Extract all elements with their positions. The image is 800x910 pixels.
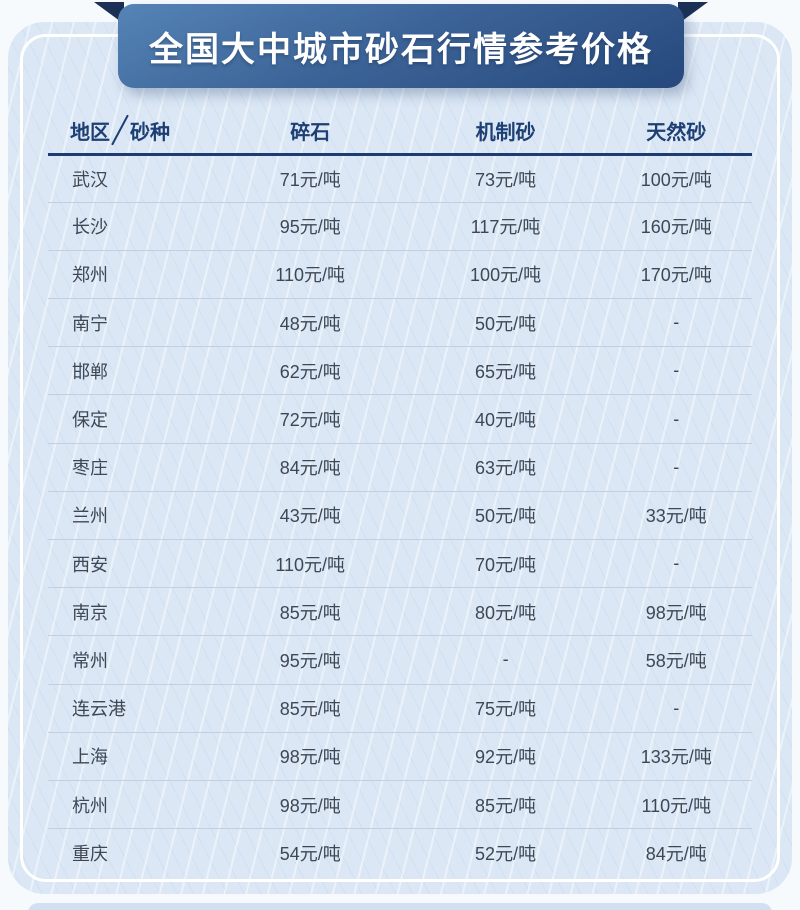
machine-made-sand-cell: 80元/吨: [410, 587, 601, 636]
city-cell: 连云港: [48, 683, 210, 733]
table-row: 上海 98元/吨 92元/吨 133元/吨: [48, 731, 752, 781]
natural-sand-cell: 84元/吨: [600, 828, 752, 877]
table-row: 武汉 71元/吨 73元/吨 100元/吨: [48, 154, 752, 202]
table-row: 郑州 110元/吨 100元/吨 170元/吨: [48, 249, 752, 299]
header-region-sandtype: 地区 砂种: [48, 108, 210, 156]
crushed-stone-cell: 95元/吨: [209, 635, 411, 685]
city-cell: 枣庄: [48, 442, 210, 492]
city-cell: 南宁: [48, 298, 210, 347]
price-table-container: 地区 砂种 碎石 机制砂 天然砂 武汉 71元/吨 73元/吨 100元/吨 长…: [48, 108, 752, 877]
table-row: 长沙 95元/吨 117元/吨 160元/吨: [48, 201, 752, 251]
price-table-body: 武汉 71元/吨 73元/吨 100元/吨 长沙 95元/吨 117元/吨 16…: [48, 154, 752, 877]
crushed-stone-cell: 98元/吨: [209, 779, 411, 829]
table-row: 枣庄 84元/吨 63元/吨 -: [48, 442, 752, 492]
natural-sand-cell: 100元/吨: [640, 169, 712, 190]
header-crushed-stone: 碎石: [209, 108, 411, 156]
natural-sand-cell: 58元/吨: [600, 635, 752, 685]
table-row: 西安 110元/吨 70元/吨 -: [48, 538, 752, 588]
crushed-stone-cell: 95元/吨: [209, 201, 411, 251]
sand-type-header-label: 砂种: [130, 121, 170, 144]
machine-made-sand-cell: 75元/吨: [410, 683, 601, 733]
crushed-stone-cell: 98元/吨: [209, 731, 411, 781]
crushed-stone-cell: 85元/吨: [209, 587, 411, 636]
crushed-stone-cell: 84元/吨: [209, 442, 411, 492]
crushed-stone-cell: 85元/吨: [209, 683, 411, 733]
machine-made-sand-cell: 85元/吨: [410, 779, 601, 829]
crushed-stone-cell: 110元/吨: [209, 249, 411, 299]
city-cell: 邯郸: [48, 346, 210, 395]
crushed-stone-cell: 71元/吨: [279, 169, 341, 190]
table-row: 连云港 85元/吨 75元/吨 -: [48, 683, 752, 733]
crushed-stone-cell: 72元/吨: [209, 394, 411, 444]
next-card-top-edge: [28, 903, 772, 910]
machine-made-sand-cell: 50元/吨: [410, 298, 601, 347]
natural-sand-cell: -: [600, 346, 752, 395]
crushed-stone-cell: 43元/吨: [209, 490, 411, 540]
natural-sand-cell: 33元/吨: [600, 490, 752, 540]
city-cell: 兰州: [48, 490, 210, 540]
machine-made-sand-cell: 117元/吨: [410, 201, 601, 251]
machine-made-sand-cell: 52元/吨: [410, 828, 601, 877]
table-row: 常州 95元/吨 - 58元/吨: [48, 635, 752, 685]
diagonal-divider-line: [111, 114, 129, 146]
machine-made-sand-cell: 73元/吨: [475, 169, 537, 190]
city-cell: 保定: [48, 394, 210, 444]
crushed-stone-cell: 110元/吨: [209, 538, 411, 588]
city-cell: 西安: [48, 538, 210, 588]
natural-sand-cell: -: [600, 298, 752, 347]
table-row: 南宁 48元/吨 50元/吨 -: [48, 298, 752, 347]
price-table: 地区 砂种 碎石 机制砂 天然砂 武汉 71元/吨 73元/吨 100元/吨 长…: [48, 108, 752, 877]
page-title: 全国大中城市砂石行情参考价格: [149, 30, 653, 69]
crushed-stone-cell: 54元/吨: [209, 828, 411, 877]
machine-made-sand-cell: 40元/吨: [410, 394, 601, 444]
natural-sand-cell: 170元/吨: [600, 249, 752, 299]
table-header-row: 地区 砂种 碎石 机制砂 天然砂: [48, 108, 752, 156]
natural-sand-cell: -: [600, 394, 752, 444]
machine-made-sand-cell: 63元/吨: [410, 442, 601, 492]
natural-sand-cell: 110元/吨: [600, 779, 752, 829]
natural-sand-cell: -: [600, 442, 752, 492]
header-machine-made-sand: 机制砂: [410, 108, 601, 156]
table-row: 兰州 43元/吨 50元/吨 33元/吨: [48, 490, 752, 540]
natural-sand-cell: 98元/吨: [600, 587, 752, 636]
natural-sand-cell: 133元/吨: [600, 731, 752, 781]
machine-made-sand-cell: 92元/吨: [410, 731, 601, 781]
natural-sand-cell: -: [600, 538, 752, 588]
city-cell: 郑州: [48, 249, 210, 299]
crushed-stone-cell: 62元/吨: [209, 346, 411, 395]
table-row: 重庆 54元/吨 52元/吨 84元/吨: [48, 828, 752, 877]
city-cell: 杭州: [48, 779, 210, 829]
machine-made-sand-cell: -: [410, 635, 601, 685]
machine-made-sand-cell: 100元/吨: [410, 249, 601, 299]
natural-sand-cell: 160元/吨: [600, 201, 752, 251]
table-row: 南京 85元/吨 80元/吨 98元/吨: [48, 587, 752, 636]
natural-sand-cell: -: [600, 683, 752, 733]
crushed-stone-cell: 48元/吨: [209, 298, 411, 347]
city-cell: 长沙: [48, 201, 210, 251]
table-row: 杭州 98元/吨 85元/吨 110元/吨: [48, 779, 752, 829]
city-cell: 常州: [48, 635, 210, 685]
city-cell: 重庆: [48, 828, 210, 877]
city-cell: 上海: [48, 731, 210, 781]
machine-made-sand-cell: 65元/吨: [410, 346, 601, 395]
machine-made-sand-cell: 50元/吨: [410, 490, 601, 540]
machine-made-sand-cell: 70元/吨: [410, 538, 601, 588]
region-header-label: 地区: [70, 121, 110, 144]
header-natural-sand: 天然砂: [600, 108, 752, 156]
city-cell: 南京: [48, 587, 210, 636]
table-row: 邯郸 62元/吨 65元/吨 -: [48, 346, 752, 395]
table-row: 保定 72元/吨 40元/吨 -: [48, 394, 752, 444]
title-banner: 全国大中城市砂石行情参考价格: [118, 4, 684, 88]
city-cell: 武汉: [72, 169, 108, 190]
